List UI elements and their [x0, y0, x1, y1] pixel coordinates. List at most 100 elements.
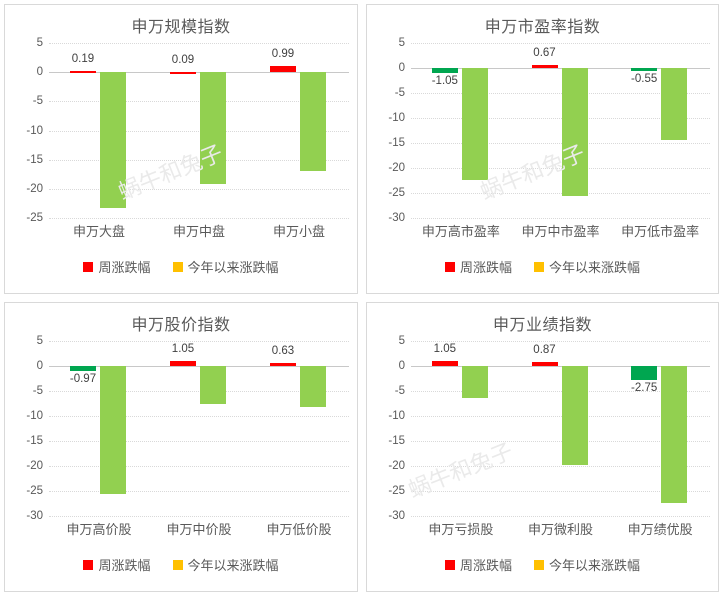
bar-weekly-change[interactable]: [69, 71, 96, 74]
gridline: [49, 341, 349, 342]
bar-value-label: 0.19: [71, 53, 95, 66]
y-tick-label: -15: [388, 137, 405, 149]
y-tick-label: -10: [26, 410, 43, 422]
zero-axis-line: [49, 366, 349, 367]
legend-weekly-item[interactable]: 周涨跌幅: [83, 555, 151, 574]
y-tick-label: -5: [32, 385, 43, 397]
gridline: [411, 118, 710, 119]
gridline: [411, 341, 710, 342]
bar-weekly-change[interactable]: [69, 366, 96, 371]
y-tick-label: -25: [388, 485, 405, 497]
y-axis-labels: 5 0 -5 -10 -15 -20 -25 -30: [367, 37, 409, 224]
legend-ytd-item[interactable]: 今年以来涨跌幅: [172, 555, 279, 574]
bar-group: [428, 341, 494, 516]
y-tick-label: -30: [388, 510, 405, 522]
bar-ytd-change[interactable]: [661, 68, 688, 140]
legend-weekly-item[interactable]: 周涨跌幅: [444, 555, 512, 574]
bar-ytd-change[interactable]: [300, 72, 326, 172]
legend-ytd-swatch: [172, 261, 183, 272]
bar-weekly-change[interactable]: [631, 366, 658, 380]
gridline: [411, 491, 710, 492]
chart-legend: 周涨跌幅 今年以来涨跌幅: [367, 555, 718, 574]
legend-ytd-swatch: [534, 559, 544, 570]
bar-value-label: -2.75: [631, 381, 658, 394]
zero-axis-line: [411, 366, 710, 367]
x-tick-label: 申万小盘: [272, 224, 326, 239]
gridline: [411, 466, 710, 467]
bar-ytd-change[interactable]: [99, 72, 126, 209]
legend-weekly-item[interactable]: 周涨跌幅: [444, 257, 512, 276]
x-tick-label: 申万低市盈率: [621, 224, 700, 239]
y-tick-label: -20: [26, 182, 43, 195]
bar-ytd-change[interactable]: [561, 366, 588, 465]
chart-panel-pe-index[interactable]: 申万市盈率指数 5 0 -5 -10 -15 -20 -25 -30 -1.05 0.67 -0.55…: [366, 4, 719, 294]
bar-group: [166, 341, 232, 516]
legend-weekly-swatch: [83, 559, 94, 570]
bar-weekly-change[interactable]: [270, 66, 296, 73]
bar-weekly-change[interactable]: [431, 68, 458, 74]
legend-weekly-label: 周涨跌幅: [459, 260, 512, 275]
bar-ytd-change[interactable]: [200, 72, 226, 184]
x-tick-label: 申万绩优股: [627, 522, 693, 537]
legend-weekly-label: 周涨跌幅: [98, 260, 151, 275]
legend-weekly-swatch: [83, 261, 94, 272]
y-tick-label: 0: [398, 360, 405, 372]
gridline: [49, 188, 349, 190]
gridline: [49, 441, 349, 442]
bar-weekly-change[interactable]: [631, 68, 658, 71]
bar-ytd-change[interactable]: [200, 366, 226, 404]
chart-panel-price-index[interactable]: 申万股价指数 5 0 -5 -10 -15 -20 -25 -30 -0.97 1.05 0.63 申万…: [4, 302, 358, 592]
chart-panel-performance-index[interactable]: 申万业绩指数 5 0 -5 -10 -15 -20 -25 -30 1.05 0.87 -2.75 申万…: [366, 302, 719, 592]
legend-ytd-item[interactable]: 今年以来涨跌幅: [534, 257, 640, 276]
y-tick-label: -15: [26, 435, 43, 447]
bar-ytd-change[interactable]: [661, 366, 688, 503]
plot-region: 5 0 -5 -10 -15 -20 -25 -30 1.05 0.87 -2.75: [367, 335, 718, 522]
plot-region: 5 0 -5 -10 -15 -20 -25 -30 -1.05 0.67 -0.55: [367, 37, 718, 224]
bar-group: [627, 43, 693, 218]
bar-ytd-change[interactable]: [99, 366, 126, 494]
gridline: [411, 43, 710, 44]
bar-ytd-change[interactable]: [461, 366, 488, 398]
bar-weekly-change[interactable]: [170, 360, 196, 366]
y-tick-label: 5: [398, 335, 405, 347]
plot-area: -1.05 0.67 -0.55: [411, 43, 710, 219]
gridline: [49, 416, 349, 417]
bar-ytd-change[interactable]: [461, 68, 488, 180]
gridline: [49, 218, 349, 219]
y-tick-label: -10: [26, 124, 43, 137]
bar-value-label: -1.05: [431, 75, 458, 88]
chart-legend: 周涨跌幅 今年以来涨跌幅: [5, 257, 357, 276]
x-tick-label: 申万高价股: [66, 522, 132, 537]
gridline: [411, 516, 710, 517]
bar-weekly-change[interactable]: [531, 361, 558, 366]
gridline: [411, 391, 710, 392]
y-tick-label: -10: [388, 112, 405, 124]
y-tick-label: 5: [398, 37, 405, 49]
legend-ytd-item[interactable]: 今年以来涨跌幅: [172, 257, 279, 276]
bar-value-label: 0.63: [271, 344, 295, 357]
chart-panel-scale-index[interactable]: 申万规模指数 5 0 -5 -10 -15 -20 -25 0.19 0.09 0.99 申万大盘 申万…: [4, 4, 358, 294]
bar-weekly-change[interactable]: [431, 360, 458, 366]
bar-ytd-change[interactable]: [300, 366, 326, 407]
gridline: [49, 130, 349, 132]
bar-value-label: 1.05: [433, 342, 457, 355]
gridline: [49, 159, 349, 161]
legend-weekly-item[interactable]: 周涨跌幅: [83, 257, 151, 276]
legend-weekly-label: 周涨跌幅: [459, 558, 512, 573]
bar-weekly-change[interactable]: [170, 71, 196, 74]
bar-value-label: 0.09: [171, 53, 195, 66]
x-tick-label: 申万低价股: [266, 522, 332, 537]
gridline: [49, 101, 349, 103]
bar-ytd-change[interactable]: [561, 68, 588, 196]
y-tick-label: 0: [36, 66, 43, 79]
bar-group: [266, 341, 332, 516]
bar-value-label: -0.55: [631, 72, 658, 85]
bar-value-label: 0.67: [533, 46, 556, 59]
gridline: [411, 441, 710, 442]
y-tick-label: -30: [26, 510, 43, 522]
legend-ytd-item[interactable]: 今年以来涨跌幅: [534, 555, 640, 574]
bar-weekly-change[interactable]: [270, 362, 296, 366]
bar-weekly-change[interactable]: [531, 64, 558, 68]
x-tick-label: 申万亏损股: [428, 522, 494, 537]
